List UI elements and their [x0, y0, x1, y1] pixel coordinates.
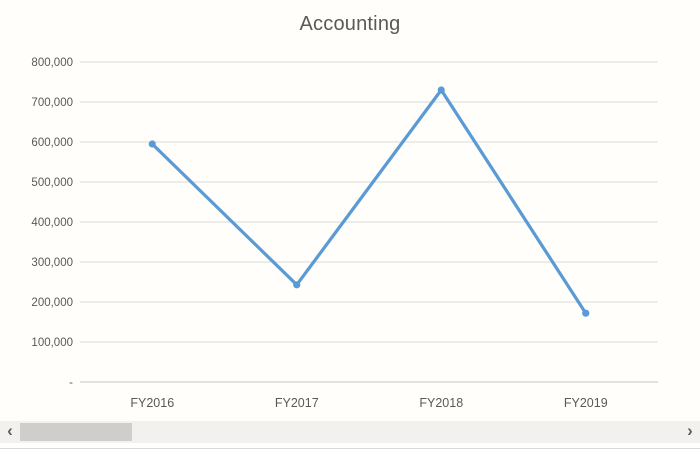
line-chart-canvas[interactable]: - 100,000 200,000 300,000 400,000 500,000 600,… [0, 0, 700, 421]
scroll-left-button[interactable]: ‹ [0, 421, 20, 443]
data-point-FY2016[interactable] [148, 140, 156, 148]
y-axis-label: 400,000 [31, 217, 73, 229]
chevron-left-icon: ‹ [7, 421, 13, 440]
x-axis-label: FY2018 [419, 396, 463, 410]
data-point-FY2018[interactable] [437, 86, 445, 94]
x-axis-label: FY2019 [564, 396, 608, 410]
divider-line [0, 448, 700, 449]
status-bar-area [0, 443, 700, 454]
x-axis-label: FY2016 [130, 396, 174, 410]
y-axis-label: 200,000 [31, 297, 73, 309]
y-axis-label: 700,000 [31, 97, 73, 109]
y-axis-label: 600,000 [31, 137, 73, 149]
series-line[interactable] [150, 88, 588, 315]
y-axis-label: 800,000 [31, 57, 73, 69]
y-axis-label: 300,000 [31, 257, 73, 269]
x-axis-label: FY2017 [275, 396, 319, 410]
data-point-FY2019[interactable] [582, 309, 590, 317]
y-axis-label: 100,000 [31, 337, 73, 349]
data-point-FY2017[interactable] [293, 281, 301, 289]
scrollbar-track[interactable] [20, 421, 680, 443]
chevron-right-icon: › [687, 421, 693, 440]
horizontal-scrollbar[interactable]: ‹ › [0, 421, 700, 443]
y-axis-label: - [69, 377, 73, 389]
y-axis-label: 500,000 [31, 177, 73, 189]
chart-title[interactable]: Accounting [299, 13, 401, 35]
chart[interactable]: Accounting - 100,000 200,000 300,000 400,000… [0, 0, 700, 421]
scroll-right-button[interactable]: › [680, 421, 700, 443]
scrollbar-thumb[interactable] [20, 423, 132, 441]
